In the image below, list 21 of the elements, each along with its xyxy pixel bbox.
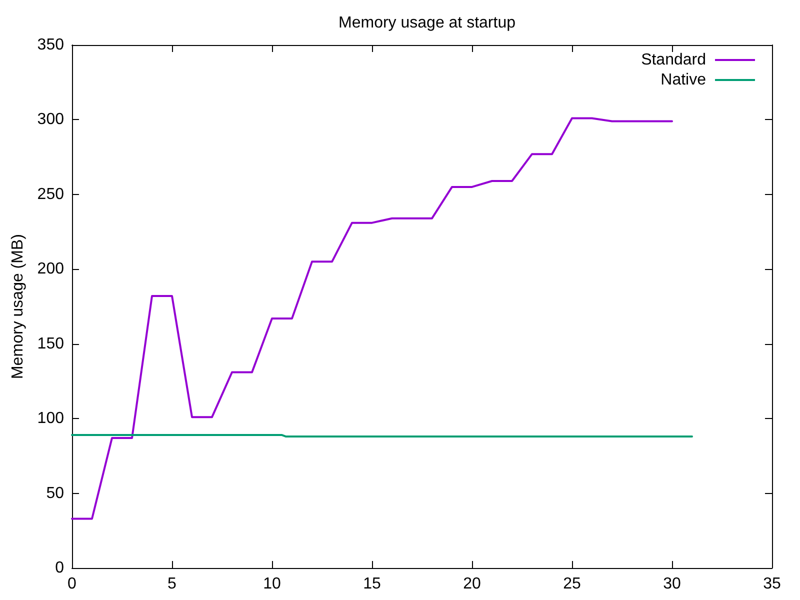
x-tick-label: 20 [463,576,481,592]
x-tick-label: 5 [168,576,177,592]
x-tick-label: 0 [68,576,77,592]
y-tick-label: 350 [37,36,64,54]
x-tick-label: 10 [263,576,281,592]
x-tick-label: 30 [663,576,681,592]
chart-title: Memory usage at startup [338,14,516,32]
y-tick-label: 50 [46,484,64,502]
x-tick-label: 15 [363,576,381,592]
y-tick-label: 200 [37,260,64,278]
y-tick-label: 250 [37,186,64,203]
legend-label: Standard [641,52,706,68]
legend-label: Native [660,72,706,88]
x-tick-label: 35 [763,576,781,592]
y-axis-title: Memory usage (MB) [10,234,26,379]
y-tick-label: 0 [55,560,64,576]
y-tick-label: 300 [37,111,64,128]
x-tick-label: 25 [563,576,581,592]
line-series [71,117,673,520]
y-tick-label: 100 [37,410,64,428]
y-tick-label: 150 [37,335,64,352]
